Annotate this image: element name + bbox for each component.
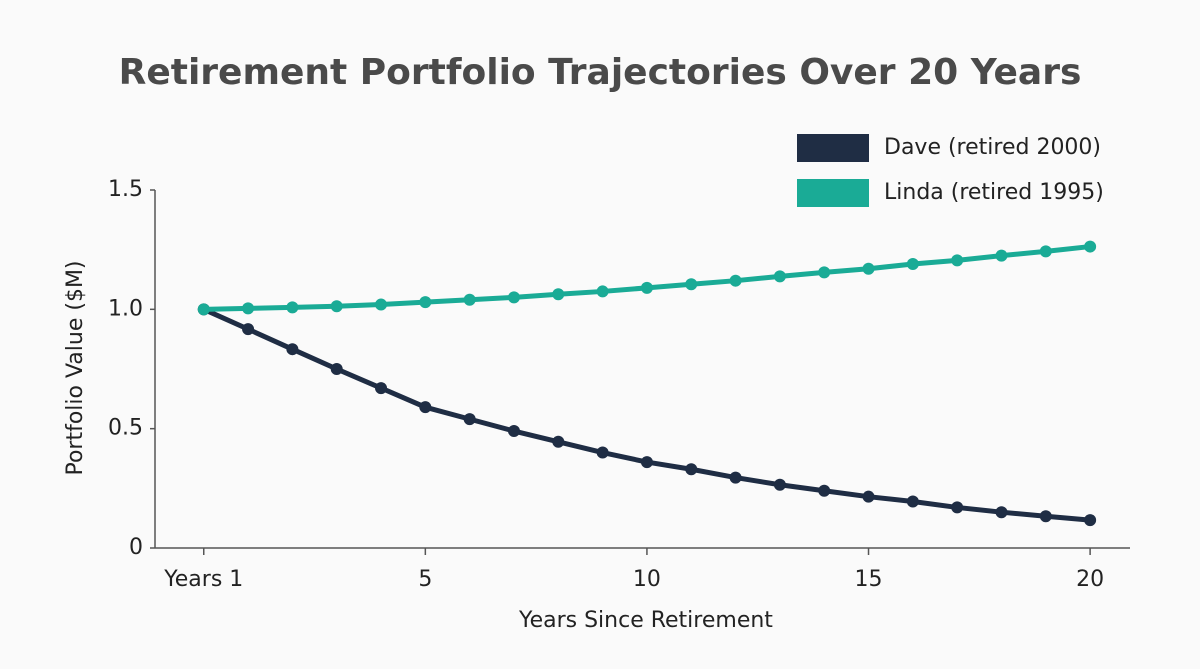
point	[1039, 510, 1052, 523]
point	[995, 506, 1008, 519]
point	[375, 298, 388, 311]
point	[729, 471, 742, 484]
point	[419, 401, 432, 414]
y-tick-label: 1.5	[108, 177, 143, 202]
legend-label: Linda (retired 1995)	[884, 180, 1104, 205]
point	[640, 456, 653, 469]
point	[773, 270, 786, 283]
point	[951, 501, 964, 514]
point	[818, 266, 831, 279]
point	[685, 278, 698, 291]
x-tick-label: 20	[1076, 567, 1104, 592]
point	[1084, 240, 1097, 253]
y-tick-label: 0	[129, 535, 143, 560]
point	[596, 446, 609, 459]
x-tick-label: 5	[418, 567, 432, 592]
point	[286, 301, 299, 314]
point	[995, 249, 1008, 262]
y-tick-label: 1.0	[108, 296, 143, 321]
point	[242, 302, 255, 315]
point	[906, 257, 919, 270]
point	[818, 484, 831, 497]
point	[330, 300, 343, 313]
legend-label: Dave (retired 2000)	[884, 135, 1101, 160]
point	[507, 425, 520, 438]
point	[552, 288, 565, 301]
x-axis-label: Years Since Retirement	[518, 608, 773, 633]
x-tick-label: 15	[855, 567, 883, 592]
point	[951, 254, 964, 267]
x-tick-label: Years 1	[163, 567, 243, 592]
point	[773, 478, 786, 491]
point	[330, 363, 343, 375]
point	[862, 262, 875, 275]
point	[419, 296, 432, 309]
y-tick-label: 0.5	[108, 416, 143, 441]
point	[596, 285, 609, 298]
point	[552, 435, 565, 448]
point	[375, 382, 388, 395]
point	[507, 291, 520, 304]
point	[242, 323, 255, 336]
point	[463, 413, 476, 426]
point	[463, 293, 476, 306]
point	[640, 281, 653, 294]
point	[685, 463, 698, 476]
point	[729, 274, 742, 287]
point	[906, 495, 919, 508]
y-axis-label: Portfolio Value ($M)	[63, 260, 88, 475]
legend-swatch	[797, 179, 869, 207]
chart-title: Retirement Portfolio Trajectories Over 2…	[119, 52, 1082, 93]
point	[862, 490, 875, 503]
point	[1084, 514, 1097, 527]
point	[286, 343, 299, 356]
legend-swatch	[797, 134, 869, 162]
x-tick-label: 10	[633, 567, 661, 592]
point	[197, 303, 210, 316]
point	[1039, 245, 1052, 258]
